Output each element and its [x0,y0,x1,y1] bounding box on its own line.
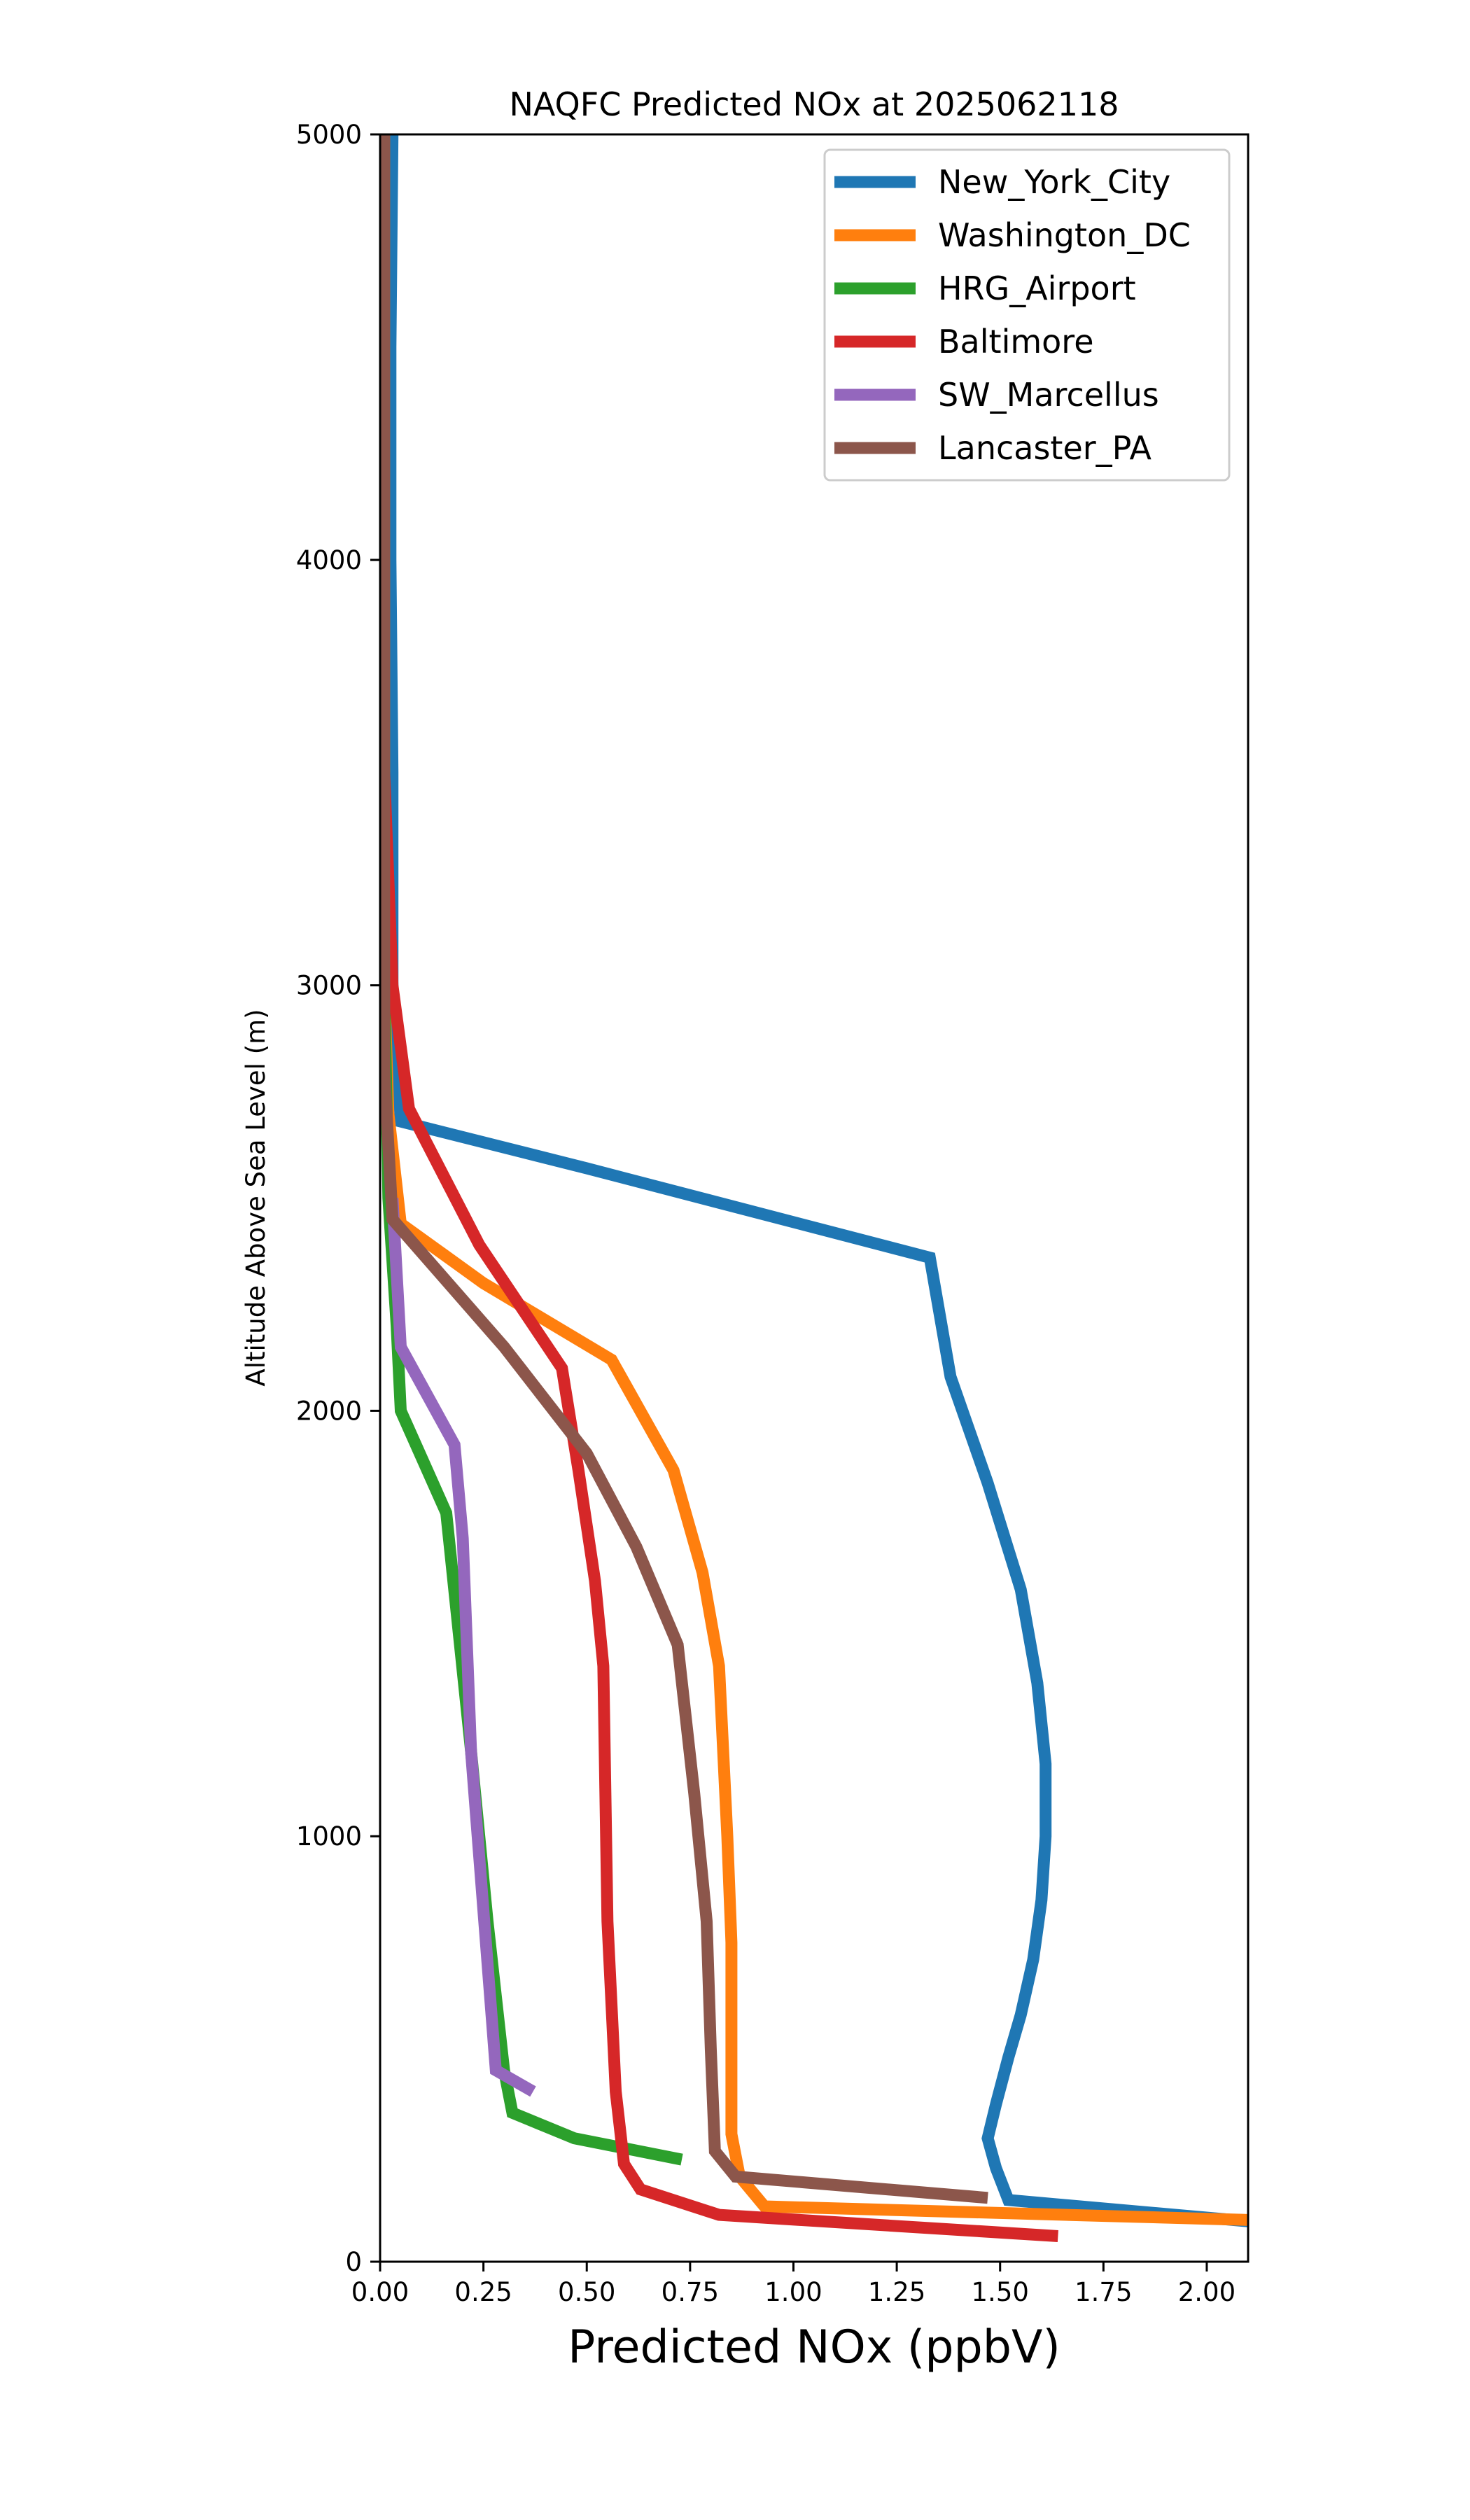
legend-label-sw-marcellus: SW_Marcellus [938,376,1159,414]
series-line-baltimore [380,772,1058,2242]
x-tick-label-3: 0.75 [662,2277,719,2307]
x-tick-label-4: 1.00 [764,2277,822,2307]
y-tick-label-2: 2000 [296,1396,362,1426]
chart-title: NAQFC Predicted NOx at 2025062118 [509,85,1119,123]
x-tick-label-0: 0.00 [351,2277,409,2307]
legend-label-baltimore: Baltimore [938,323,1094,360]
series-line-sw-marcellus [386,1198,536,2097]
legend-label-lancaster-pa: Lancaster_PA [938,429,1152,467]
legend: New_York_City Washington_DC HRG_Airport Bal… [823,148,1231,482]
legend-label-washington-dc: Washington_DC [938,216,1191,254]
x-axis-title: Predicted NOx (ppbV) [568,2321,1060,2374]
y-tick-label-4: 4000 [296,545,362,575]
legend-label-hrg-airport: HRG_Airport [938,270,1136,307]
x-tick-label-7: 1.75 [1074,2277,1132,2307]
x-tick-label-6: 1.50 [972,2277,1029,2307]
y-axis: 0 1000 2000 3000 4000 5000 [296,120,380,2277]
legend-frame [823,148,1231,482]
legend-label-new-york-city: New_York_City [938,163,1170,201]
x-tick-label-5: 1.25 [868,2277,925,2307]
series-line-lancaster-pa [380,134,988,2204]
x-axis: 0.00 0.25 0.50 0.75 1.00 1.25 1.50 1.75 2.00 [351,2262,1236,2307]
y-axis-title: Altitude Above Sea Level (m) [241,1009,271,1386]
y-tick-label-5: 5000 [296,120,362,150]
x-tick-label-1: 0.25 [454,2277,512,2307]
plot-frame [379,133,1250,2263]
x-tick-label-8: 2.00 [1178,2277,1236,2307]
series-layer [380,134,1248,2242]
x-tick-label-2: 0.50 [558,2277,615,2307]
y-tick-label-0: 0 [345,2247,362,2277]
y-tick-label-1: 1000 [296,1821,362,1851]
y-tick-label-3: 3000 [296,971,362,1001]
